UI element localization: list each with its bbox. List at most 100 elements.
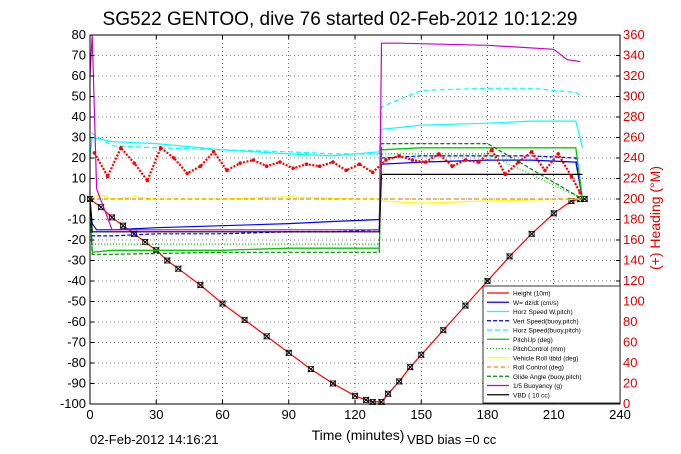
x-tick-label: 30 bbox=[149, 407, 163, 422]
height-marker-box bbox=[528, 230, 535, 237]
x-tick-label: 90 bbox=[282, 407, 296, 422]
heading-point bbox=[503, 172, 507, 177]
heading-point bbox=[397, 154, 401, 158]
height-marker bbox=[241, 316, 248, 324]
y-tick-label: 0 bbox=[79, 191, 86, 206]
series-line-12 bbox=[89, 173, 583, 233]
chart-title: SG522 GENTOO, dive 76 started 02-Feb-201… bbox=[103, 9, 578, 30]
heading-point bbox=[304, 162, 309, 166]
height-marker bbox=[263, 332, 271, 340]
y-right-tick-label: 280 bbox=[623, 109, 645, 124]
y-tick-label: -20 bbox=[67, 232, 86, 247]
heading-point bbox=[291, 166, 295, 171]
y-tick-label: -90 bbox=[67, 376, 86, 391]
heading-point bbox=[543, 168, 547, 173]
x-tick-label: 240 bbox=[609, 407, 631, 422]
heading-point bbox=[92, 151, 97, 155]
height-marker-box bbox=[120, 222, 127, 229]
y-right-tick-label: 100 bbox=[623, 294, 645, 309]
y-right-tick-label: 20 bbox=[623, 376, 637, 391]
y-tick-label: -50 bbox=[67, 294, 86, 309]
x-tick-label: 0 bbox=[86, 407, 93, 422]
series-line-6 bbox=[89, 147, 584, 254]
height-marker-box bbox=[440, 327, 447, 334]
y-right-tick-label: 40 bbox=[623, 355, 637, 370]
y-tick-label: 40 bbox=[72, 109, 86, 124]
heading-point bbox=[211, 150, 216, 154]
height-marker bbox=[406, 363, 414, 371]
height-marker bbox=[506, 253, 513, 260]
height-marker-box bbox=[330, 380, 336, 387]
y-tick-label: 10 bbox=[72, 171, 86, 186]
y-right-tick-label: 340 bbox=[623, 48, 645, 63]
legend-label: Height (10m) bbox=[513, 291, 551, 298]
heading-point bbox=[423, 160, 428, 164]
height-marker bbox=[462, 302, 469, 309]
y-right-tick-label: 220 bbox=[623, 171, 645, 186]
y-tick-label: -10 bbox=[67, 212, 86, 227]
legend-label: Roll Control (deg) bbox=[513, 365, 564, 372]
y-right-tick-label: 60 bbox=[623, 335, 637, 350]
y-right-tick-label: 260 bbox=[623, 130, 645, 145]
heading-point bbox=[357, 162, 362, 166]
height-marker bbox=[417, 351, 425, 359]
legend-label: PitchUp (deg) bbox=[513, 337, 553, 344]
y-right-tick-label: 160 bbox=[623, 232, 645, 247]
legend: Height (10m) W= dz/dt (cm/s) Horz Speed W,… bbox=[482, 285, 621, 404]
y-right-tick-label: 0 bbox=[623, 396, 630, 411]
y-right-tick-label: 320 bbox=[623, 68, 645, 83]
height-marker-box bbox=[164, 257, 171, 264]
height-marker bbox=[439, 326, 447, 334]
plot-frame bbox=[89, 34, 621, 405]
height-marker-box bbox=[550, 210, 557, 217]
height-marker bbox=[329, 380, 337, 387]
height-marker bbox=[119, 222, 127, 230]
heading-point bbox=[172, 156, 176, 160]
y-right-tick-label: 240 bbox=[623, 150, 645, 165]
heading-point bbox=[198, 164, 203, 168]
y-tick-label: 80 bbox=[72, 27, 86, 42]
legend-label: Horz Speed W,pitch) bbox=[513, 309, 573, 316]
height-marker bbox=[108, 214, 116, 221]
x-tick-label: 60 bbox=[215, 407, 229, 422]
grid bbox=[89, 34, 621, 405]
y-tick-label: 50 bbox=[72, 89, 86, 104]
heading-point bbox=[145, 178, 150, 183]
heading-point bbox=[529, 150, 534, 154]
legend-label: Glide Angle (buoy,pitch) bbox=[513, 374, 582, 381]
heading-point bbox=[238, 161, 242, 165]
height-marker bbox=[351, 392, 359, 400]
legend-label: Vert Speed(buoy,pitch) bbox=[513, 318, 579, 325]
heading-point bbox=[119, 145, 123, 150]
height-marker-box bbox=[506, 253, 513, 260]
heading-point bbox=[490, 148, 494, 152]
heading-point bbox=[251, 158, 256, 162]
heading-point bbox=[463, 158, 468, 162]
height-marker-box bbox=[396, 378, 403, 385]
series-line-11 bbox=[89, 34, 581, 231]
legend-label: PitchControl (mm) bbox=[513, 346, 565, 353]
height-marker-box bbox=[219, 300, 226, 307]
y-right-tick-label: 360 bbox=[623, 27, 645, 42]
height-marker-box bbox=[385, 390, 392, 397]
heading-point bbox=[410, 158, 415, 162]
height-marker-box bbox=[363, 396, 369, 403]
axes: 0 30 60 90 120 150 180 210 240-100-90-80-70-60-5… bbox=[60, 27, 645, 422]
height-marker bbox=[550, 209, 558, 217]
height-marker-box bbox=[197, 282, 204, 289]
footer-timestamp: 02-Feb-2012 14:16:21 bbox=[90, 432, 219, 447]
x-tick-label: 150 bbox=[410, 407, 432, 422]
series-layer bbox=[86, 34, 589, 406]
heading-point bbox=[569, 174, 574, 179]
height-marker bbox=[484, 277, 491, 285]
legend-label: VBD ( 10 cc) bbox=[513, 392, 550, 399]
height-marker-box bbox=[307, 366, 314, 373]
height-marker-box bbox=[142, 239, 149, 245]
height-marker-box bbox=[263, 333, 270, 340]
y-tick-label: -80 bbox=[67, 355, 86, 370]
heading-point bbox=[185, 171, 189, 176]
x-tick-label: 210 bbox=[543, 407, 565, 422]
height-marker bbox=[174, 265, 182, 273]
height-marker-box bbox=[407, 364, 414, 371]
height-marker-box bbox=[109, 214, 115, 221]
